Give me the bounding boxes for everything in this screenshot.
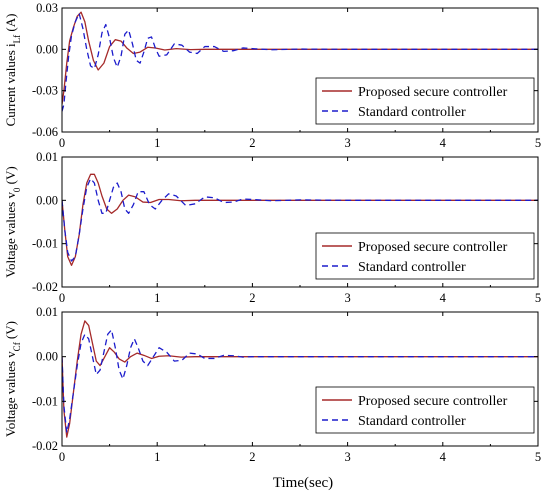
chart-3-series-standard-line bbox=[62, 329, 538, 434]
chart-3-y-tick-label: -0.02 bbox=[32, 439, 58, 453]
x-axis-title: Time(sec) bbox=[273, 475, 333, 491]
chart-1-x-tick-label: 4 bbox=[440, 136, 447, 150]
chart-2-y-tick-label: -0.02 bbox=[32, 280, 58, 294]
chart-1-x-tick-label: 0 bbox=[59, 136, 65, 150]
chart-2-legend-label-proposed: Proposed secure controller bbox=[358, 240, 508, 255]
chart-3-legend-label-standard: Standard controller bbox=[358, 414, 466, 429]
chart-2-y-tick-label: 0.01 bbox=[36, 150, 58, 164]
chart-2-x-tick-label: 4 bbox=[440, 291, 447, 305]
chart-2-series-standard-line bbox=[62, 178, 538, 262]
chart-1-legend-box bbox=[315, 77, 535, 125]
chart-2-x-tick-label: 2 bbox=[249, 291, 255, 305]
chart-3-y-axis-title: Voltage values vCf (V) bbox=[3, 321, 22, 437]
chart-2-panel: 0 1 2 3 4 5 0.01 0.00 -0.01 -0.02 Voltage values v… bbox=[3, 150, 541, 305]
chart-2-x-tick-label: 1 bbox=[154, 291, 160, 305]
chart-3-y-tick-label: 0.01 bbox=[36, 305, 58, 319]
chart-3-x-tick-label: 0 bbox=[59, 450, 65, 464]
chart-3-panel: 0 1 2 3 4 5 0.01 0.00 -0.01 -0.02 Voltage values v… bbox=[3, 305, 541, 464]
chart-3-x-tick-label: 4 bbox=[440, 450, 447, 464]
chart-1-x-tick-label: 3 bbox=[344, 136, 350, 150]
chart-2-x-tick-label: 0 bbox=[59, 291, 65, 305]
chart-1-x-tick-label: 2 bbox=[249, 136, 255, 150]
chart-2-x-tick-label: 5 bbox=[535, 291, 541, 305]
chart-3-x-tick-label: 2 bbox=[249, 450, 255, 464]
chart-2-y-tick-label: 0.00 bbox=[36, 193, 58, 207]
chart-3-x-tick-label: 3 bbox=[344, 450, 350, 464]
chart-3-legend: Proposed secure controller Standard contr… bbox=[315, 386, 535, 434]
chart-2-legend: Proposed secure controller Standard contr… bbox=[315, 232, 535, 280]
chart-3-y-tick-label: 0.00 bbox=[36, 350, 58, 364]
chart-2-y-tick-label: -0.01 bbox=[32, 237, 58, 251]
chart-3-y-tick-label: -0.01 bbox=[32, 394, 58, 408]
chart-1-y-tick-label: -0.03 bbox=[32, 84, 58, 98]
chart-2-x-tick-label: 3 bbox=[344, 291, 350, 305]
chart-1-legend-label-standard: Standard controller bbox=[358, 105, 466, 120]
chart-2-legend-box bbox=[315, 232, 535, 280]
chart-1-x-tick-label: 1 bbox=[154, 136, 160, 150]
chart-1-panel: 0 1 2 3 4 5 0.03 0.00 -0.03 -0.06 Current values i… bbox=[3, 1, 541, 150]
chart-1-y-tick-label: -0.06 bbox=[32, 125, 58, 139]
chart-1-y-axis-title: Current values iLf (A) bbox=[3, 14, 22, 127]
chart-2-y-axis-title: Voltage values v0 (V) bbox=[3, 166, 22, 277]
chart-3-legend-box bbox=[315, 386, 535, 434]
chart-1-legend-label-proposed: Proposed secure controller bbox=[358, 85, 508, 100]
chart-1-y-tick-label: 0.03 bbox=[36, 1, 58, 15]
chart-3-legend-label-proposed: Proposed secure controller bbox=[358, 394, 508, 409]
chart-2-legend-label-standard: Standard controller bbox=[358, 260, 466, 275]
chart-3-x-tick-label: 1 bbox=[154, 450, 160, 464]
chart-1-legend: Proposed secure controller Standard contr… bbox=[315, 77, 535, 125]
chart-3-x-tick-label: 5 bbox=[535, 450, 541, 464]
chart-1-y-tick-label: 0.00 bbox=[36, 42, 58, 56]
chart-1-x-tick-label: 5 bbox=[535, 136, 541, 150]
chart-1-series-standard-line bbox=[62, 12, 538, 112]
